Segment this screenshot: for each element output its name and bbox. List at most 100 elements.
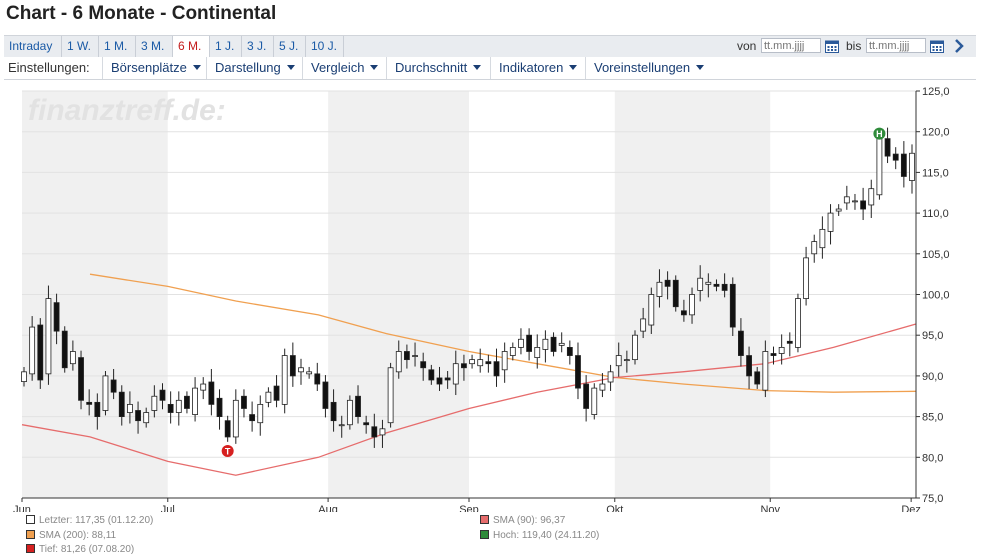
menu-durchschnitt[interactable]: Durchschnitt bbox=[386, 57, 490, 79]
legend-item: SMA (200): 88,11 bbox=[26, 530, 116, 542]
page-title: Chart - 6 Monate - Continental bbox=[6, 3, 277, 24]
sma-200-line bbox=[89, 273, 917, 393]
caret-down-icon bbox=[286, 65, 295, 70]
x-tick-label: Nov bbox=[760, 504, 780, 512]
candle-body bbox=[314, 373, 321, 385]
menu-label: Börsenplätze bbox=[111, 60, 187, 75]
candle-body bbox=[224, 420, 231, 438]
candle-body bbox=[135, 410, 141, 422]
range-3y[interactable]: 3 J. bbox=[242, 36, 274, 57]
candle-body bbox=[909, 152, 915, 181]
candle-body bbox=[591, 387, 598, 415]
settings-toolbar: Einstellungen: Börsenplätze Darstellung … bbox=[4, 57, 976, 80]
range-1y[interactable]: 1 J. bbox=[210, 36, 242, 57]
candle-body bbox=[289, 355, 296, 377]
menu-label: Durchschnitt bbox=[395, 60, 468, 75]
candle-body bbox=[550, 336, 557, 352]
from-date-input[interactable] bbox=[761, 38, 821, 53]
range-3m[interactable]: 3 M. bbox=[136, 36, 173, 57]
candle-body bbox=[795, 298, 801, 348]
candle-body bbox=[200, 383, 207, 391]
candle-body bbox=[803, 257, 809, 299]
candle-body bbox=[330, 401, 337, 422]
menu-vergleich[interactable]: Vergleich bbox=[302, 57, 386, 79]
candle-body bbox=[640, 318, 647, 332]
candle-body bbox=[387, 367, 394, 424]
high-marker-label: H bbox=[876, 129, 883, 139]
y-tick-label: 90,0 bbox=[922, 371, 943, 383]
low-marker bbox=[221, 445, 234, 458]
menu-indikatoren[interactable]: Indikatoren bbox=[490, 57, 585, 79]
candle-body bbox=[216, 397, 223, 418]
candle-body bbox=[21, 371, 27, 382]
candle-body bbox=[151, 395, 158, 411]
range-5y[interactable]: 5 J. bbox=[274, 36, 306, 57]
candle-body bbox=[461, 363, 467, 369]
caret-down-icon bbox=[473, 65, 482, 70]
candle-body bbox=[208, 381, 215, 405]
candle-body bbox=[518, 338, 524, 348]
candle-body bbox=[346, 399, 353, 426]
watermark: finanztreff.de: bbox=[28, 94, 226, 127]
range-6m[interactable]: 6 M. bbox=[173, 36, 210, 57]
candle-body bbox=[835, 208, 842, 212]
calendar-icon[interactable] bbox=[930, 39, 944, 53]
legend-item: SMA (90): 96,37 bbox=[480, 515, 565, 527]
range-toolbar: Intraday 1 W. 1 M. 3 M. 6 M. 1 J. 3 J. 5… bbox=[4, 35, 976, 58]
candle-body bbox=[526, 334, 533, 352]
candle-body bbox=[118, 391, 125, 417]
candle-body bbox=[738, 330, 744, 356]
candle-body bbox=[159, 389, 166, 401]
candle-body bbox=[127, 403, 133, 413]
range-10y[interactable]: 10 J. bbox=[306, 36, 344, 57]
range-1m[interactable]: 1 M. bbox=[99, 36, 136, 57]
candle-body bbox=[746, 355, 752, 377]
candle-body bbox=[697, 277, 704, 291]
candle-body bbox=[143, 412, 150, 424]
candle-body bbox=[615, 355, 622, 367]
menu-boersenplaetze[interactable]: Börsenplätze bbox=[102, 57, 206, 79]
y-tick-label: 80,0 bbox=[922, 452, 943, 464]
candle-body bbox=[754, 371, 761, 385]
candle-body bbox=[689, 294, 695, 316]
candle-body bbox=[403, 351, 410, 361]
candle-body bbox=[656, 281, 663, 297]
caret-down-icon bbox=[370, 65, 379, 70]
chevron-right-icon[interactable] bbox=[952, 37, 966, 55]
y-tick-label: 125,0 bbox=[922, 86, 950, 98]
menu-voreinstellungen[interactable]: Voreinstellungen bbox=[585, 57, 715, 79]
candle-body bbox=[322, 381, 329, 409]
settings-label: Einstellungen: bbox=[8, 60, 90, 75]
candle-body bbox=[868, 188, 875, 206]
to-label: bis bbox=[846, 39, 862, 53]
menu-label: Indikatoren bbox=[499, 60, 564, 75]
y-tick-label: 85,0 bbox=[922, 412, 943, 424]
candle-body bbox=[37, 324, 44, 381]
candle-body bbox=[110, 379, 117, 393]
candle-body bbox=[721, 283, 728, 291]
candle-body bbox=[412, 355, 418, 357]
candle-body bbox=[632, 334, 638, 361]
candle-body bbox=[827, 212, 834, 232]
menu-darstellung[interactable]: Darstellung bbox=[206, 57, 302, 79]
menu-label: Vergleich bbox=[311, 60, 365, 75]
candle-body bbox=[623, 359, 630, 362]
calendar-icon[interactable] bbox=[825, 39, 839, 53]
candle-body bbox=[61, 330, 68, 369]
candle-body bbox=[566, 347, 573, 356]
candle-body bbox=[273, 385, 280, 401]
price-chart: finanztreff.de: H T 125,0 120,0 115,0 110,0 1… bbox=[13, 86, 950, 512]
candle-body bbox=[167, 403, 174, 413]
candle-body bbox=[281, 355, 288, 405]
range-1w[interactable]: 1 W. bbox=[62, 36, 99, 57]
candle-body bbox=[607, 371, 614, 383]
candle-body bbox=[94, 401, 101, 418]
candle-body bbox=[729, 283, 736, 328]
candle-body bbox=[298, 367, 304, 373]
candle-body bbox=[379, 428, 386, 436]
candle-body bbox=[583, 383, 590, 409]
candle-body bbox=[232, 399, 239, 438]
candle-body bbox=[444, 377, 451, 381]
range-intraday[interactable]: Intraday bbox=[4, 36, 62, 57]
to-date-input[interactable] bbox=[866, 38, 926, 53]
